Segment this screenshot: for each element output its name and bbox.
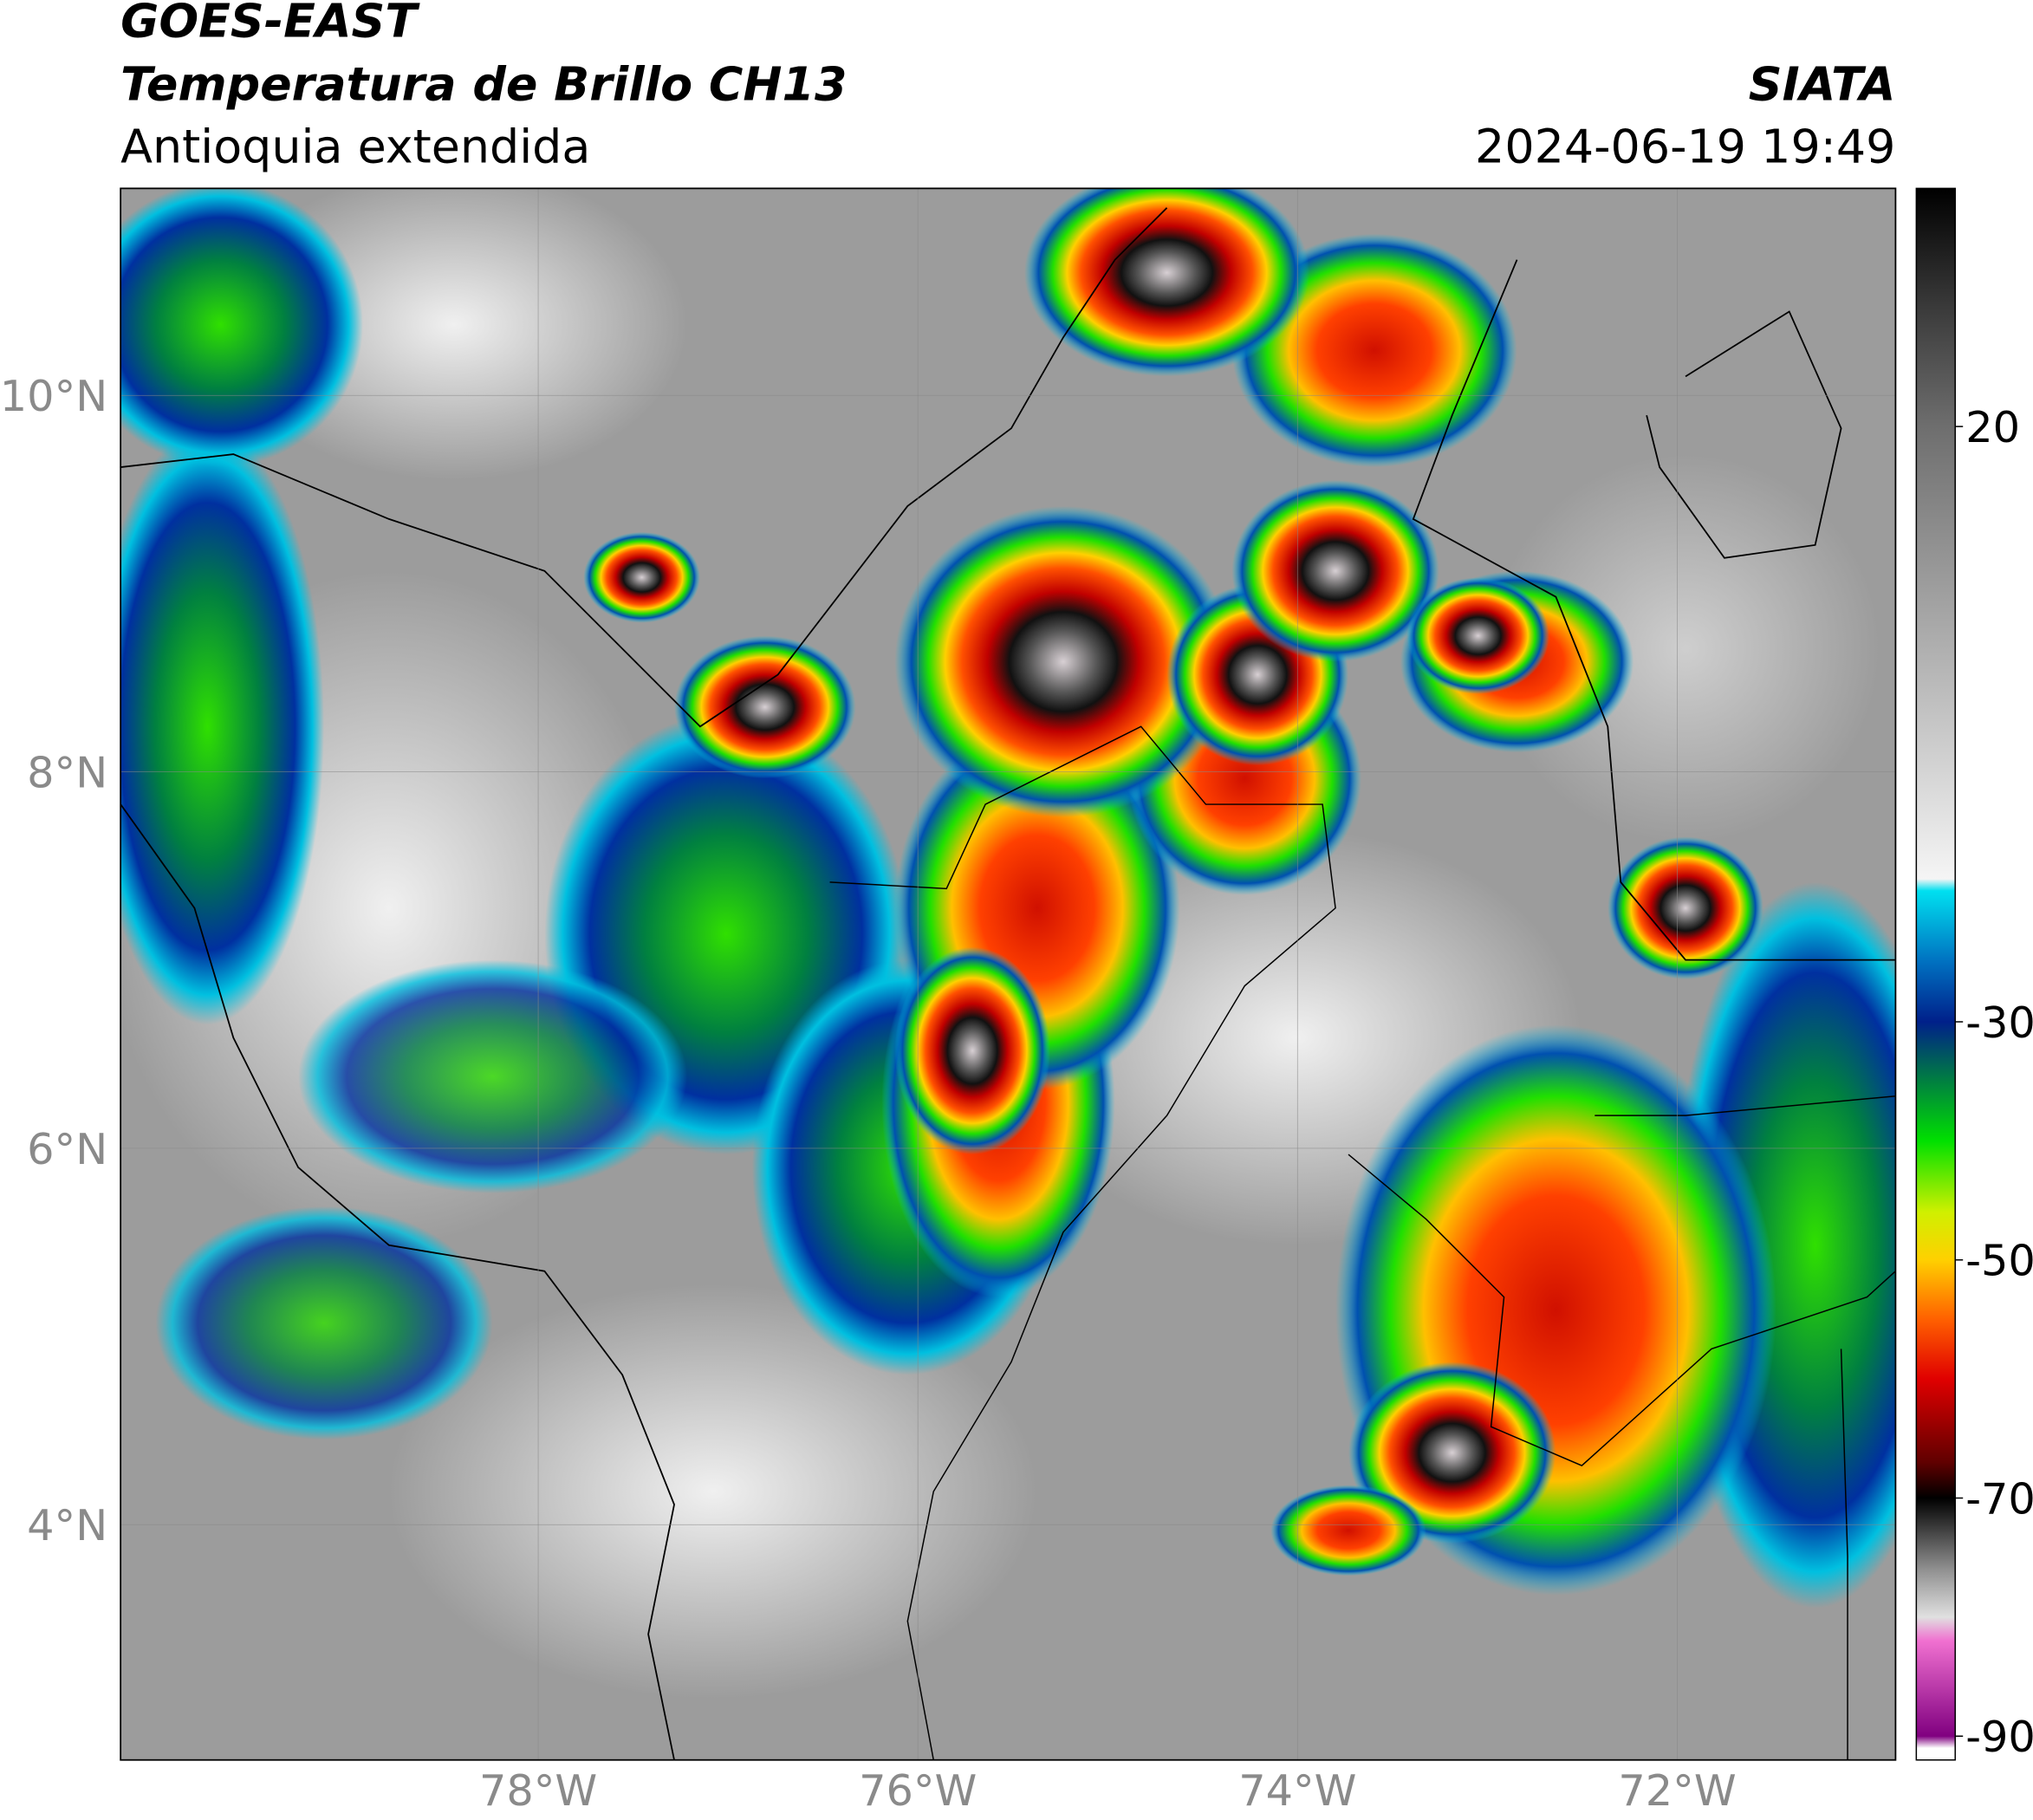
colorbar-label: 20 <box>1965 402 2020 452</box>
axes: 78°W 76°W 74°W 72°W 10°N 8°N 6°N 4°N <box>0 371 1737 1816</box>
satellite-image <box>120 188 1896 1760</box>
gridlines <box>120 188 1896 1760</box>
colorbar-label: -90 <box>1965 1712 2033 1762</box>
region: Antioquia extendida <box>120 119 590 173</box>
colorbar-label: -50 <box>1965 1236 2033 1286</box>
lat-label: 10°N <box>0 371 107 421</box>
lon-label: 74°W <box>1238 1765 1356 1816</box>
colorbar-label: -70 <box>1965 1473 2033 1524</box>
map-frame <box>120 187 1897 1761</box>
lon-label: 76°W <box>859 1765 977 1816</box>
lat-label: 4°N <box>27 1500 107 1550</box>
lat-label: 6°N <box>27 1124 107 1174</box>
subtitle: Temperatura de Brillo CH13 <box>120 57 847 112</box>
datetime: 2024-06-19 19:49 <box>1475 119 1895 173</box>
lat-label: 8°N <box>27 748 107 798</box>
lon-label: 78°W <box>479 1765 597 1816</box>
lon-label: 72°W <box>1618 1765 1736 1816</box>
title: GOES-EAST <box>120 0 420 48</box>
colorbar: 20 -30 -50 -70 -90 <box>1915 187 2033 1762</box>
colorbar-scale <box>1915 187 1956 1761</box>
colorbar-label: -30 <box>1965 998 2033 1048</box>
source: SIATA <box>1749 57 1896 112</box>
